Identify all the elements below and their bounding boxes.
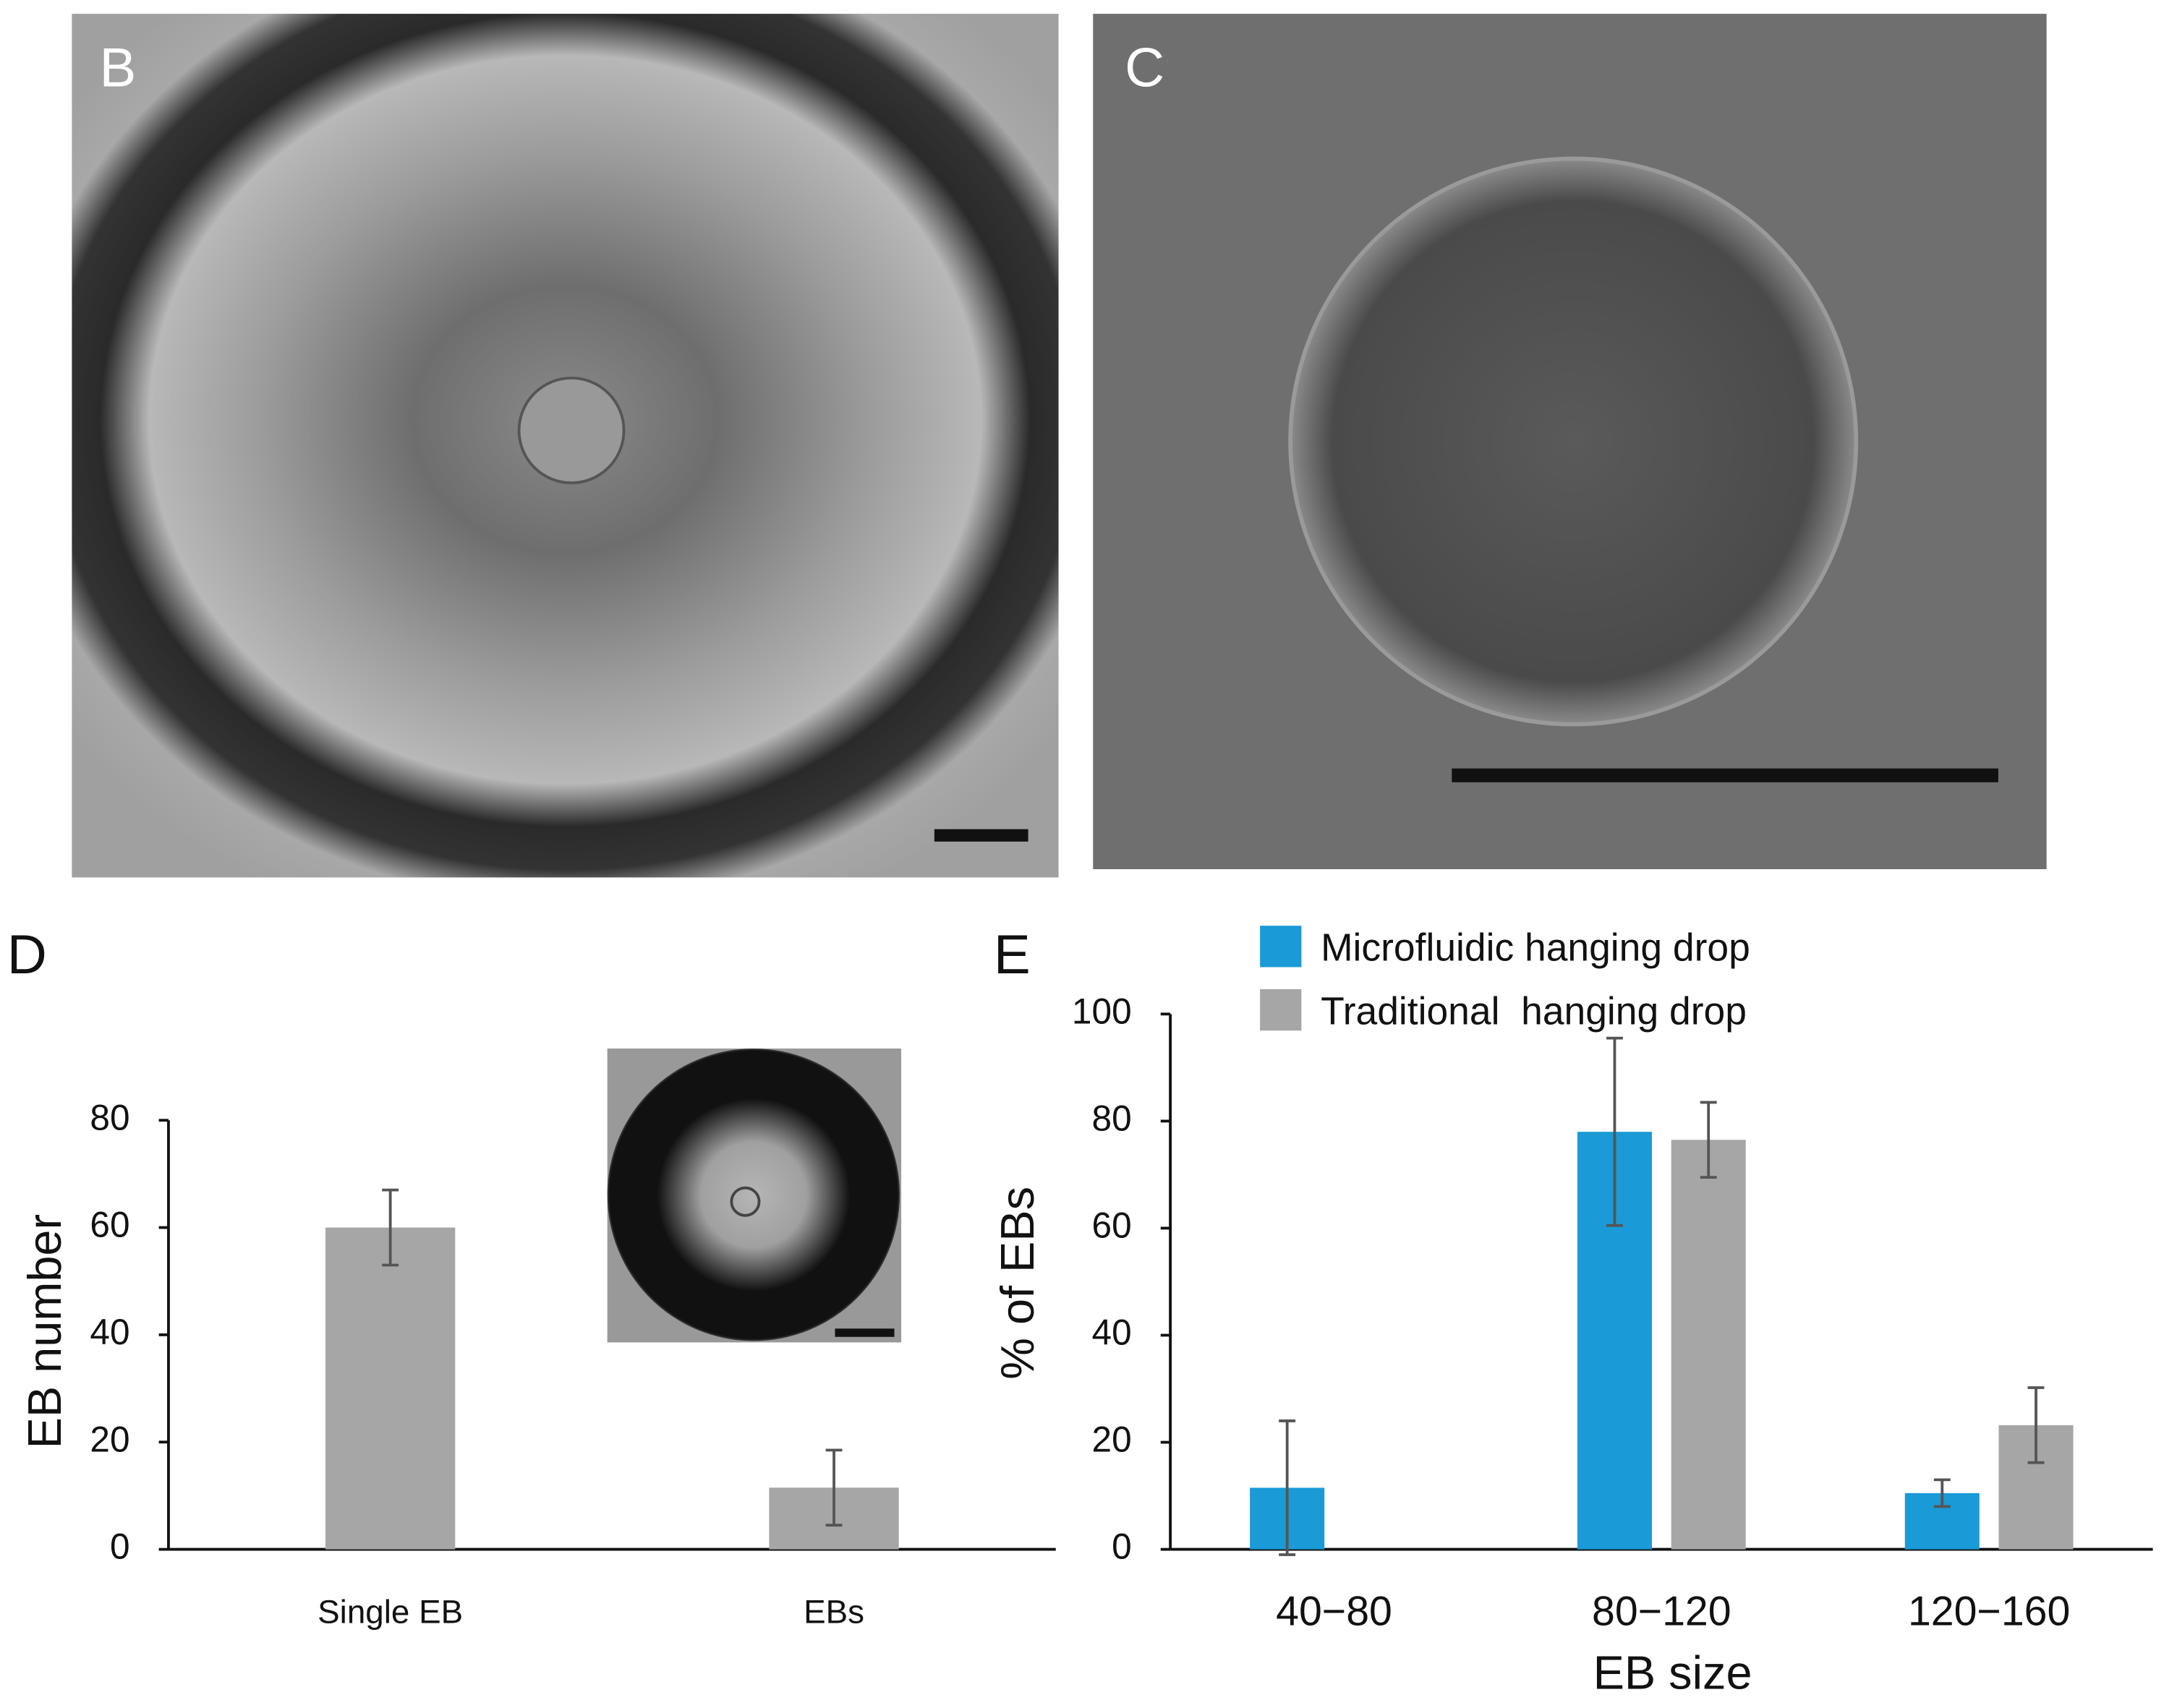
- legend-swatch: [1260, 988, 1302, 1031]
- y-tick-label: 20: [1092, 1419, 1132, 1460]
- x-tick-label: 120−160: [1908, 1588, 2070, 1634]
- y-tick-label: 80: [1092, 1098, 1132, 1138]
- inset-micrograph: [607, 1049, 902, 1343]
- y-tick-label: 60: [1092, 1205, 1132, 1246]
- x-tick-label: 80−120: [1592, 1588, 1731, 1634]
- legend-label: Traditional hanging drop: [1321, 990, 1747, 1033]
- y-tick-label: 40: [1092, 1312, 1132, 1353]
- legend-label: Microfluidic hanging drop: [1321, 927, 1750, 970]
- y-axis-label: EB number: [18, 1214, 71, 1448]
- y-tick-label: 0: [1112, 1526, 1132, 1567]
- x-axis-label: EB size: [1593, 1646, 1752, 1699]
- error-bar: [1933, 1478, 1951, 1508]
- x-tick-label: Single EB: [318, 1593, 463, 1630]
- error-bar: [825, 1448, 843, 1527]
- y-axis-label: % of EBs: [991, 1187, 1044, 1380]
- bar: [1671, 1140, 1746, 1550]
- error-bar: [2027, 1386, 2045, 1464]
- y-tick-label: 40: [90, 1312, 129, 1352]
- panel-label: B: [100, 37, 137, 98]
- bar: [325, 1227, 456, 1550]
- panel-label: D: [7, 924, 47, 986]
- y-tick-label: 100: [1072, 991, 1132, 1031]
- error-bar: [1279, 1419, 1296, 1556]
- y-tick-label: 20: [90, 1419, 129, 1459]
- x-tick-label: EBs: [804, 1593, 864, 1630]
- error-bar: [1606, 1036, 1623, 1227]
- panel-label: E: [994, 924, 1031, 986]
- y-tick-label: 60: [90, 1205, 129, 1245]
- legend-swatch: [1260, 926, 1302, 968]
- y-tick-label: 80: [90, 1097, 129, 1137]
- micrograph-c: [1093, 14, 2047, 869]
- y-tick-label: 0: [110, 1526, 130, 1567]
- error-bar: [382, 1188, 399, 1267]
- error-bar: [1700, 1101, 1717, 1179]
- micrograph-b: [72, 14, 1059, 878]
- x-tick-label: 40−80: [1276, 1588, 1392, 1634]
- panel-label: C: [1125, 37, 1164, 98]
